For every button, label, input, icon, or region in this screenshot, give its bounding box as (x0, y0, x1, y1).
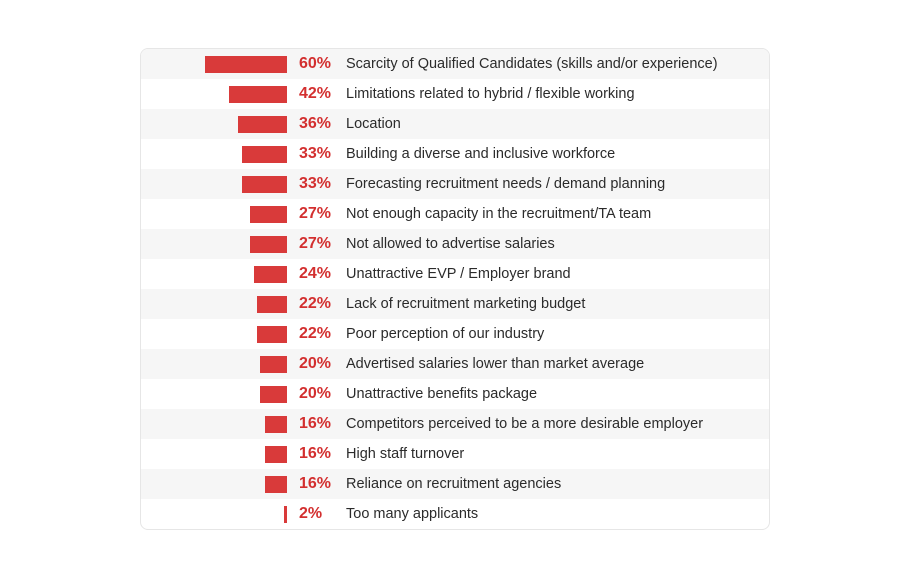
value-label: 36% (299, 115, 332, 132)
bar (250, 206, 287, 223)
chart-row: 16% Competitors perceived to be a more de… (141, 409, 769, 439)
value-label: 27% (299, 205, 332, 222)
value-label: 16% (299, 415, 332, 432)
bar (265, 476, 287, 493)
value-label: 33% (299, 145, 332, 162)
bar (241, 176, 287, 193)
value-label: 20% (299, 385, 332, 402)
category-label: Lack of recruitment marketing budget (346, 296, 586, 312)
category-label: Forecasting recruitment needs / demand p… (346, 176, 666, 192)
category-label: Not enough capacity in the recruitment/T… (346, 206, 652, 222)
chart-row: 60% Scarcity of Qualified Candidates (ski… (141, 49, 769, 79)
category-label: Building a diverse and inclusive workfor… (346, 146, 616, 162)
category-label: Not allowed to advertise salaries (346, 236, 555, 252)
chart-row: 36% Location (141, 109, 769, 139)
bar (237, 116, 287, 133)
value-label: 33% (299, 175, 332, 192)
category-label: Limitations related to hybrid / flexible… (346, 86, 635, 102)
value-label: 22% (299, 295, 332, 312)
bar (284, 506, 287, 523)
value-label: 60% (299, 55, 332, 72)
bar (229, 86, 287, 103)
value-label: 24% (299, 265, 332, 282)
chart-row: 22% Lack of recruitment marketing budget (141, 289, 769, 319)
value-label: 16% (299, 445, 332, 462)
value-label: 42% (299, 85, 332, 102)
value-label: 22% (299, 325, 332, 342)
bar (265, 446, 287, 463)
category-label: Unattractive benefits package (346, 386, 538, 402)
chart-row: 27% Not enough capacity in the recruitmen… (141, 199, 769, 229)
value-label: 27% (299, 235, 332, 252)
value-label: 2% (299, 505, 323, 522)
category-label: Scarcity of Qualified Candidates (skills… (346, 56, 718, 72)
chart-row: 24% Unattractive EVP / Employer brand (141, 259, 769, 289)
value-label: 20% (299, 355, 332, 372)
bar (259, 356, 287, 373)
chart-row: 27% Not allowed to advertise salaries (141, 229, 769, 259)
chart-row: 42% Limitations related to hybrid / flexi… (141, 79, 769, 109)
chart-row: 20% Advertised salaries lower than market… (141, 349, 769, 379)
category-label: Poor perception of our industry (346, 326, 545, 342)
chart-row: 2% Too many applicants (141, 499, 769, 529)
chart-row: 33% Building a diverse and inclusive work… (141, 139, 769, 169)
bar (250, 236, 287, 253)
category-label: Advertised salaries lower than market av… (346, 356, 645, 372)
category-label: Competitors perceived to be a more desir… (346, 416, 704, 432)
chart-row: 33% Forecasting recruitment needs / deman… (141, 169, 769, 199)
bar (204, 56, 287, 73)
bar (256, 326, 287, 343)
chart-card: 60% Scarcity of Qualified Candidates (ski… (140, 48, 770, 530)
bar (265, 416, 287, 433)
category-label: Too many applicants (346, 506, 479, 522)
chart-row: 22% Poor perception of our industry (141, 319, 769, 349)
bar (254, 266, 287, 283)
chart-row: 20% Unattractive benefits package (141, 379, 769, 409)
category-label: Location (346, 116, 401, 132)
bar (256, 296, 287, 313)
value-label: 16% (299, 475, 332, 492)
category-label: Reliance on recruitment agencies (346, 476, 562, 492)
chart-row: 16% Reliance on recruitment agencies (141, 469, 769, 499)
chart-row: 16% High staff turnover (141, 439, 769, 469)
bar (259, 386, 287, 403)
bar (241, 146, 287, 163)
category-label: Unattractive EVP / Employer brand (346, 266, 571, 282)
category-label: High staff turnover (346, 446, 465, 462)
